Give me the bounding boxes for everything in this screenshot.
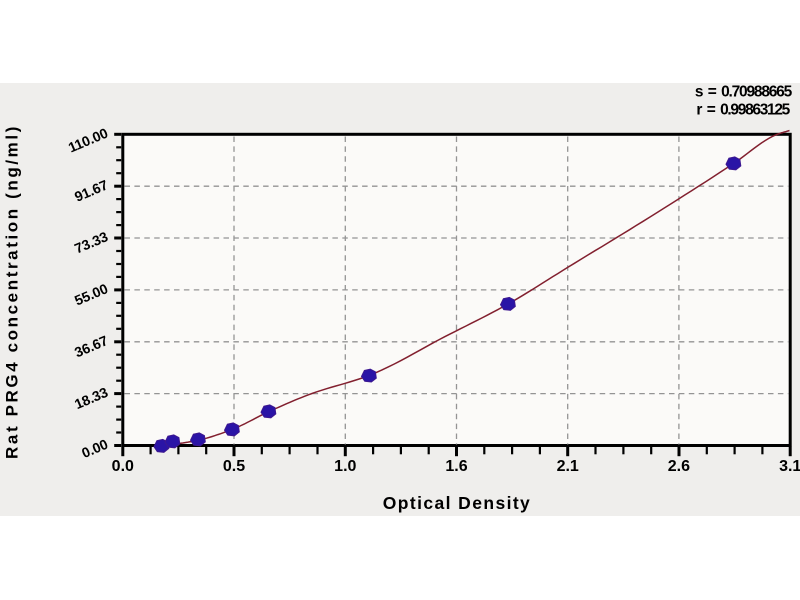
svg-text:3.1: 3.1	[779, 458, 800, 475]
svg-text:2.1: 2.1	[557, 458, 579, 475]
svg-text:s = 0.70988665: s = 0.70988665	[695, 84, 793, 101]
svg-text:1.0: 1.0	[334, 458, 356, 475]
svg-text:r = 0.99863125: r = 0.99863125	[696, 101, 790, 118]
svg-text:Rat PRG4 concentration (ng/ml): Rat PRG4 concentration (ng/ml)	[3, 124, 22, 459]
svg-text:2.6: 2.6	[668, 458, 690, 475]
svg-text:0.0: 0.0	[112, 458, 134, 475]
svg-text:1.6: 1.6	[445, 458, 467, 475]
svg-text:0.5: 0.5	[223, 458, 245, 475]
svg-text:Optical Density: Optical Density	[383, 493, 531, 513]
